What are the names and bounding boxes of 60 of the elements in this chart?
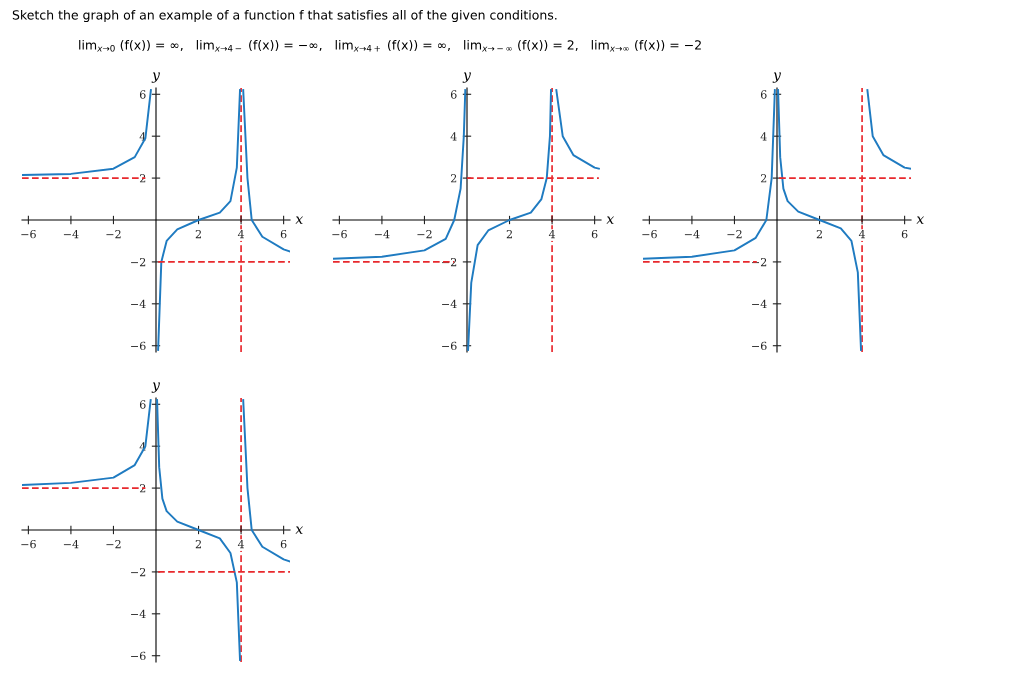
y-axis-title: y xyxy=(151,382,161,393)
line-series xyxy=(333,89,467,260)
y-tick-label: 6 xyxy=(450,90,457,99)
x-tick-label: −6 xyxy=(21,539,36,549)
x-tick-label: 4 xyxy=(858,229,866,239)
x-axis-title: x xyxy=(606,216,614,224)
x-tick-label: 6 xyxy=(901,229,908,239)
y-tick-label: −4 xyxy=(752,299,767,309)
line-series xyxy=(22,89,152,176)
y-axis-title: y xyxy=(151,72,161,83)
x-tick-label: −4 xyxy=(684,229,700,239)
y-tick-label: −2 xyxy=(442,257,457,267)
y-tick-label: 4 xyxy=(760,132,767,141)
x-tick-label: −6 xyxy=(21,229,36,239)
chart-title: Sketch the graph of an example of a function f that satisfies all of the given conditions. xyxy=(12,9,557,23)
y-tick-label: −2 xyxy=(752,257,767,267)
x-tick-label: 6 xyxy=(280,229,287,239)
y-tick-label: 4 xyxy=(450,132,457,141)
x-tick-label: 4 xyxy=(548,229,556,239)
x-tick-label: 2 xyxy=(506,229,512,239)
x-tick-label: −4 xyxy=(63,229,79,239)
y-tick-label: −6 xyxy=(752,341,767,351)
line-series xyxy=(242,399,290,563)
line-series xyxy=(866,89,911,170)
y-tick-label: −4 xyxy=(131,299,146,309)
y-axis-title: y xyxy=(772,72,782,83)
line-series xyxy=(22,399,152,486)
text: lim$_{x→0}$ (f(x)) = ∞, lim$_{x→4−}$ (f(x)) = −∞, lim$_{x→4+}$ (f(x)) = ∞, lim$_{x→−∞}$ (f(x)) = 2, lim$_{x→∞}$ (f(x)) = −2 xyxy=(79,39,701,52)
x-tick-label: −4 xyxy=(374,229,390,239)
x-tick-label: −2 xyxy=(106,229,121,239)
x-tick-label: 4 xyxy=(237,229,245,239)
x-tick-label: −6 xyxy=(332,229,347,239)
y-tick-label: −4 xyxy=(442,299,457,309)
x-tick-label: −6 xyxy=(642,229,657,239)
x-tick-label: −2 xyxy=(417,229,432,239)
x-tick-label: −2 xyxy=(727,229,742,239)
y-tick-label: −2 xyxy=(131,567,146,577)
y-tick-label: 2 xyxy=(450,174,457,183)
y-tick-label: 6 xyxy=(139,90,146,99)
x-tick-label: −4 xyxy=(63,539,79,549)
x-tick-label: 2 xyxy=(195,229,201,239)
y-tick-label: −6 xyxy=(131,651,146,661)
x-axis-title: x xyxy=(295,216,303,224)
y-tick-label: 6 xyxy=(139,400,146,409)
x-tick-label: 6 xyxy=(591,229,598,239)
y-tick-label: −6 xyxy=(131,341,146,351)
y-tick-label: −4 xyxy=(131,609,146,619)
y-tick-label: 2 xyxy=(760,174,767,183)
x-axis-title: x xyxy=(295,526,303,534)
y-tick-label: −2 xyxy=(131,257,146,267)
y-axis-title: y xyxy=(462,72,472,83)
line-series xyxy=(555,89,600,170)
x-axis-title: x xyxy=(916,216,924,224)
x-tick-label: −2 xyxy=(106,539,121,549)
y-tick-label: −6 xyxy=(442,341,457,351)
x-tick-label: 2 xyxy=(195,539,201,549)
x-tick-label: 6 xyxy=(280,539,287,549)
y-tick-label: 6 xyxy=(760,90,767,99)
x-tick-label: 2 xyxy=(816,229,822,239)
x-tick-label: 4 xyxy=(237,539,245,549)
